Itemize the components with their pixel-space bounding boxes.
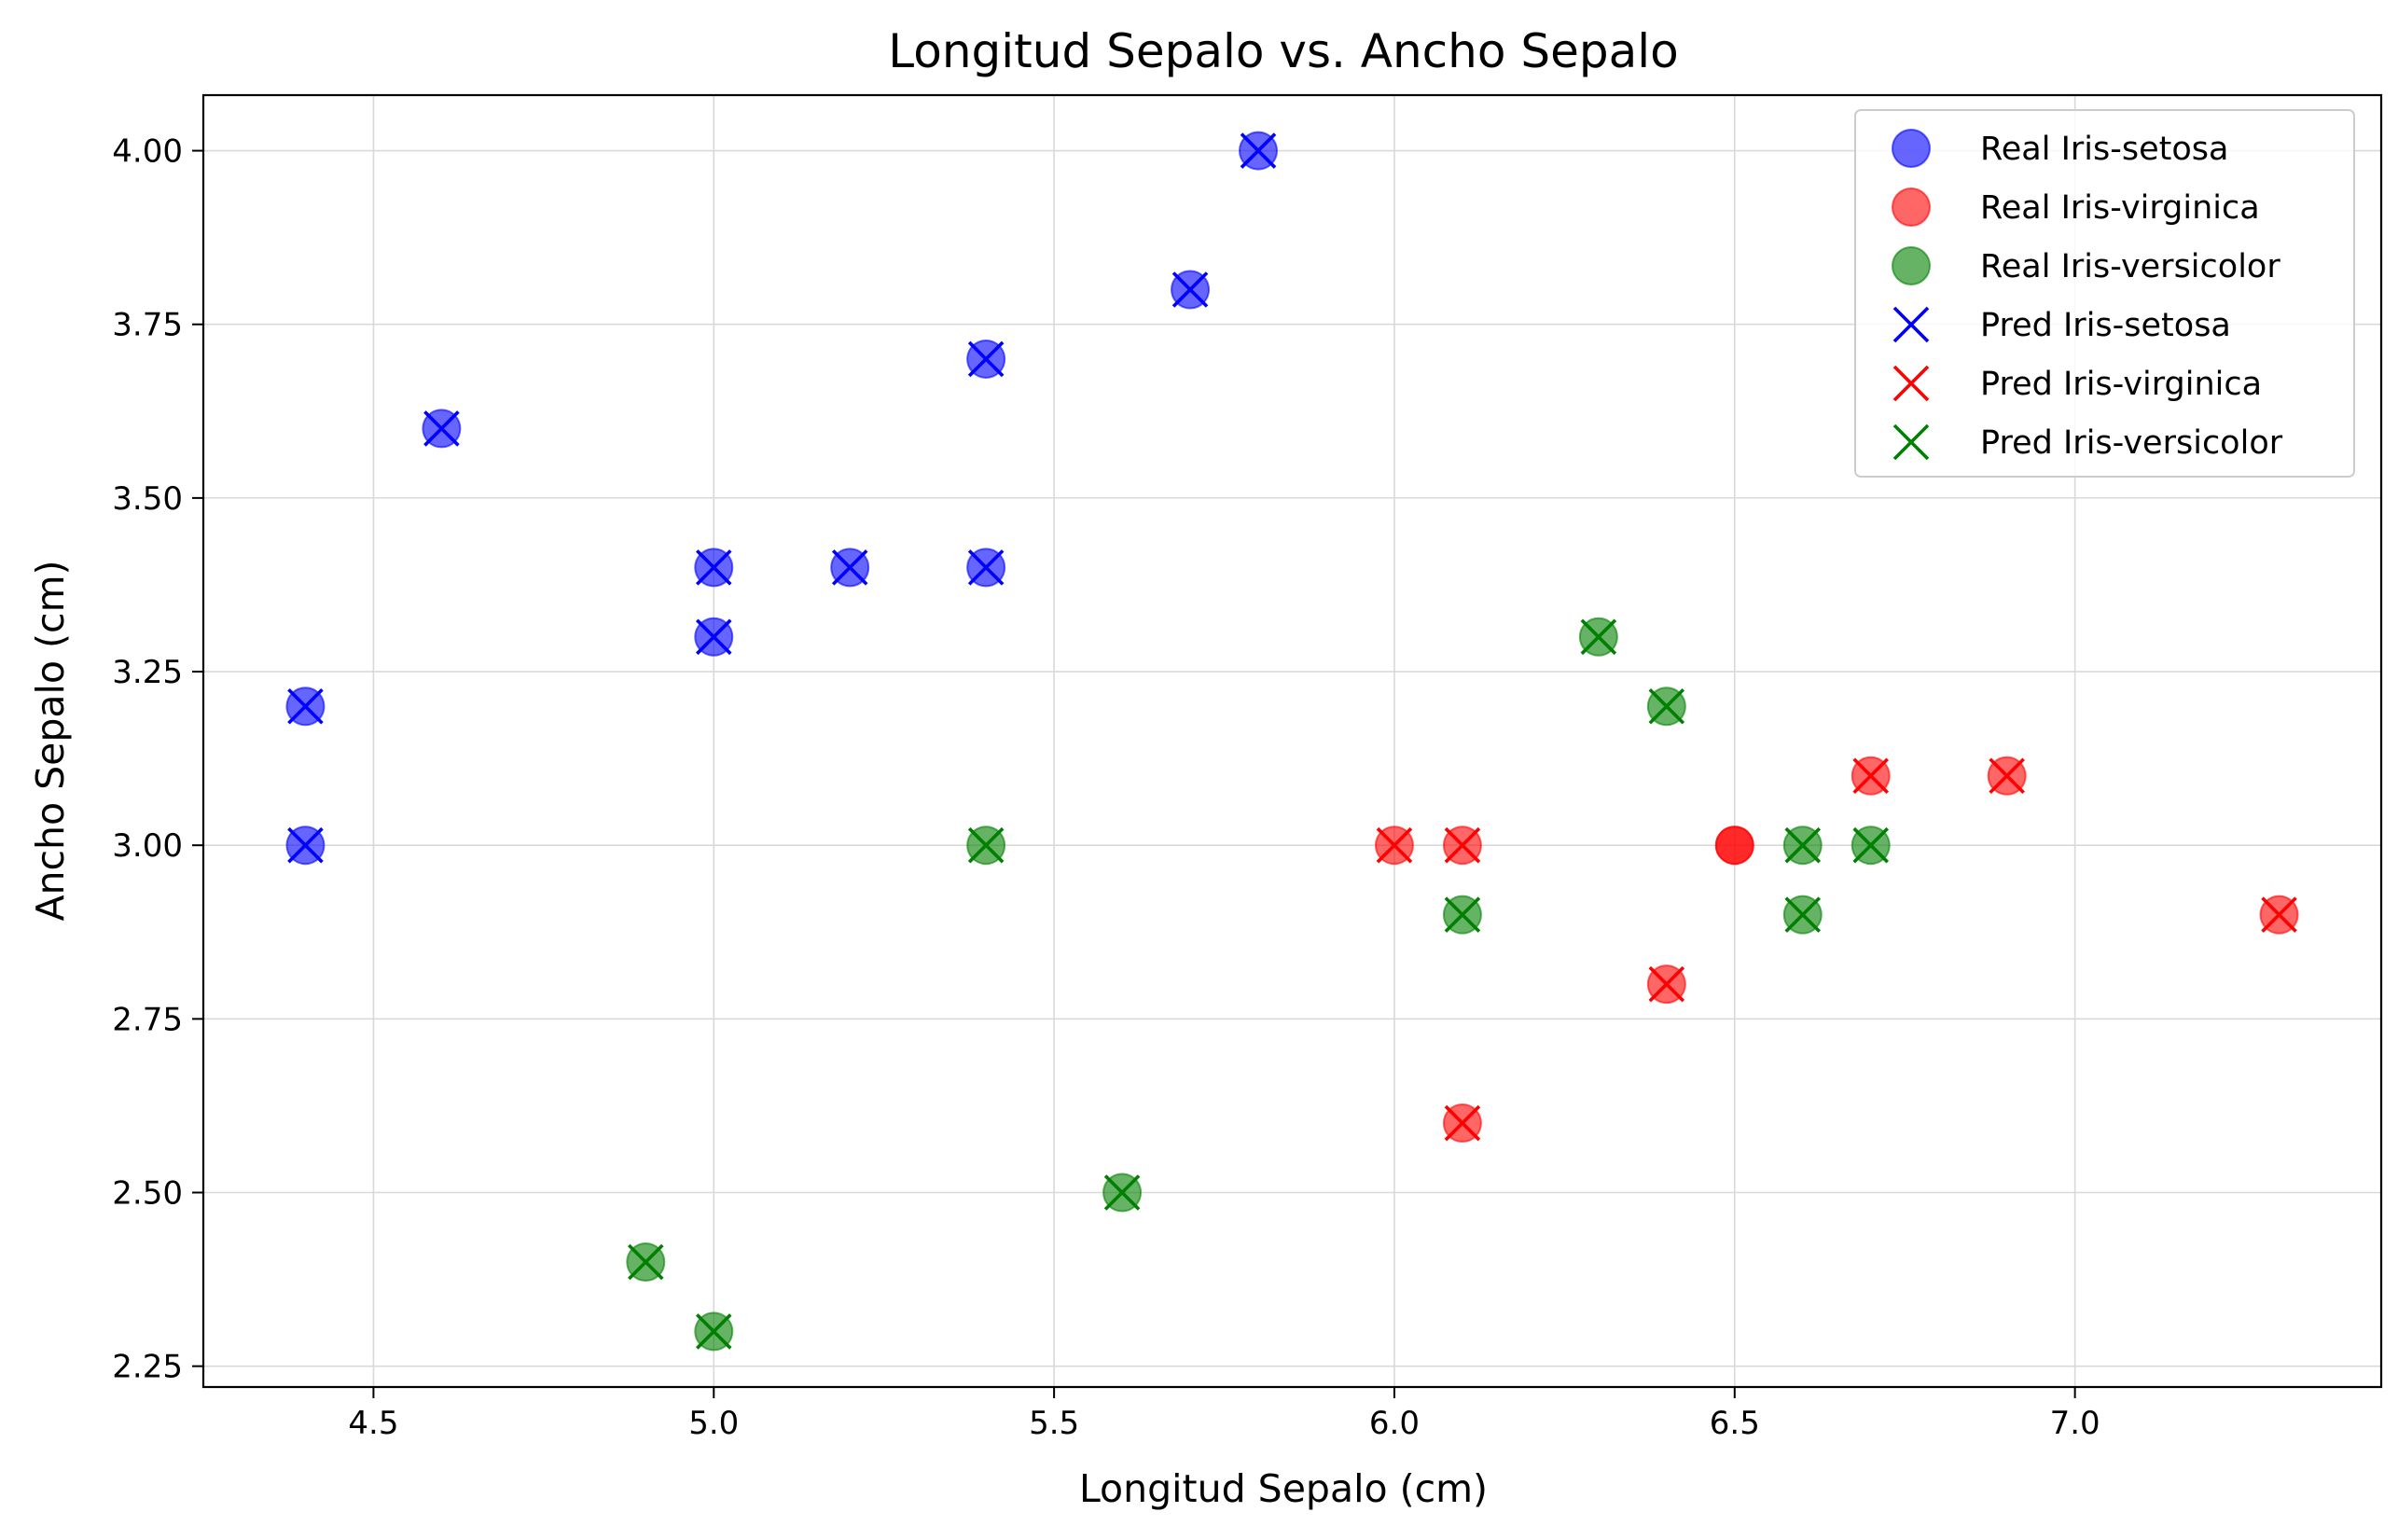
y-tick-label: 3.00: [112, 827, 183, 865]
point-pred-iris-setosa: [695, 549, 732, 586]
y-tick-label: 4.00: [112, 133, 183, 171]
point-pred-iris-setosa: [423, 410, 460, 447]
x-tick-label: 7.0: [2050, 1405, 2100, 1442]
point-pred-iris-setosa: [287, 687, 324, 725]
point-pred-iris-setosa: [967, 340, 1005, 378]
point-pred-iris-setosa: [695, 618, 732, 656]
legend-entry: Pred Iris-virginica: [1892, 365, 2262, 403]
legend-label: Pred Iris-versicolor: [1980, 424, 2283, 462]
plot-frame: [201, 93, 2383, 1389]
chart-title: Longitud Sepalo vs. Ancho Sepalo: [888, 24, 1678, 78]
point-pred-iris-virginica: [1852, 757, 1890, 795]
series-pred-iris-virginica: [1376, 757, 2297, 1142]
legend-box: [1854, 109, 2355, 478]
point-pred-iris-virginica: [1444, 826, 1481, 864]
point-pred-iris-versicolor: [967, 826, 1005, 864]
data-points: [285, 131, 2299, 1352]
point-pred-iris-virginica: [1444, 1104, 1481, 1142]
point-pred-iris-versicolor: [1852, 826, 1890, 864]
point-pred-iris-virginica: [1648, 965, 1685, 1003]
y-tick-label: 2.75: [112, 1001, 183, 1038]
y-tick-label: 3.50: [112, 480, 183, 518]
point-pred-iris-setosa: [1240, 132, 1277, 169]
legend: Real Iris-setosa Real Iris-virginica Real …: [1854, 109, 2355, 478]
x-tick-label: 4.5: [348, 1405, 398, 1442]
series-pred-iris-setosa: [287, 132, 1277, 864]
y-axis-ticks: 2.25 2.50 2.75 3.00 3.25 3.50 3.75 4.00: [112, 133, 203, 1386]
legend-label: Pred Iris-setosa: [1980, 307, 2231, 344]
y-tick-label: 3.25: [112, 654, 183, 691]
point-pred-iris-versicolor: [628, 1243, 664, 1281]
series-pred-iris-versicolor: [628, 618, 1890, 1350]
legend-label: Real Iris-virginica: [1980, 189, 2260, 227]
x-tick-label: 6.0: [1369, 1405, 1420, 1442]
x-tick-label: 5.5: [1029, 1405, 1079, 1442]
legend-label: Pred Iris-virginica: [1980, 366, 2262, 403]
x-axis-label: Longitud Sepalo (cm): [1079, 1466, 1488, 1511]
legend-label: Real Iris-versicolor: [1980, 248, 2280, 285]
legend-marker-real-iris-setosa: [1892, 129, 1931, 168]
legend-marker-real-iris-versicolor: [1892, 246, 1931, 285]
point-pred-iris-virginica: [1989, 757, 2025, 795]
legend-entry: Pred Iris-setosa: [1892, 306, 2231, 344]
y-tick-label: 3.75: [112, 307, 183, 344]
legend-entry: Real Iris-setosa: [1892, 129, 2228, 168]
x-tick-label: 5.0: [688, 1405, 739, 1442]
point-pred-iris-versicolor: [695, 1313, 732, 1350]
legend-entry: Pred Iris-versicolor: [1892, 423, 2283, 462]
grid: [203, 95, 2381, 1387]
point-pred-iris-virginica: [1376, 826, 1413, 864]
point-pred-iris-setosa: [287, 826, 324, 864]
point-pred-iris-versicolor: [1580, 618, 1617, 656]
point-real-iris-virginica: [1714, 825, 1754, 866]
point-pred-iris-virginica: [2261, 896, 2297, 933]
y-axis-label: Ancho Sepalo (cm): [28, 560, 73, 921]
legend-entry: Real Iris-virginica: [1892, 187, 2260, 227]
point-pred-iris-versicolor: [1784, 826, 1822, 864]
point-pred-iris-versicolor: [1103, 1174, 1141, 1211]
y-tick-label: 2.50: [112, 1175, 183, 1213]
x-axis-ticks: 4.5 5.0 5.5 6.0 6.5 7.0: [348, 1387, 2100, 1442]
legend-marker-pred-iris-versicolor: [1892, 423, 1930, 461]
point-pred-iris-versicolor: [1648, 687, 1685, 725]
legend-entry: Real Iris-versicolor: [1892, 246, 2280, 285]
legend-marker-real-iris-virginica: [1892, 187, 1931, 227]
legend-marker-pred-iris-setosa: [1892, 306, 1930, 343]
legend-label: Real Iris-setosa: [1980, 131, 2228, 168]
legend-marker-pred-iris-virginica: [1892, 365, 1930, 402]
y-tick-label: 2.25: [112, 1349, 183, 1386]
point-pred-iris-setosa: [831, 549, 868, 586]
point-pred-iris-versicolor: [1784, 896, 1822, 933]
point-pred-iris-setosa: [1171, 271, 1209, 308]
x-tick-label: 6.5: [1710, 1405, 1760, 1442]
point-pred-iris-versicolor: [1444, 896, 1481, 933]
point-pred-iris-setosa: [967, 549, 1005, 586]
